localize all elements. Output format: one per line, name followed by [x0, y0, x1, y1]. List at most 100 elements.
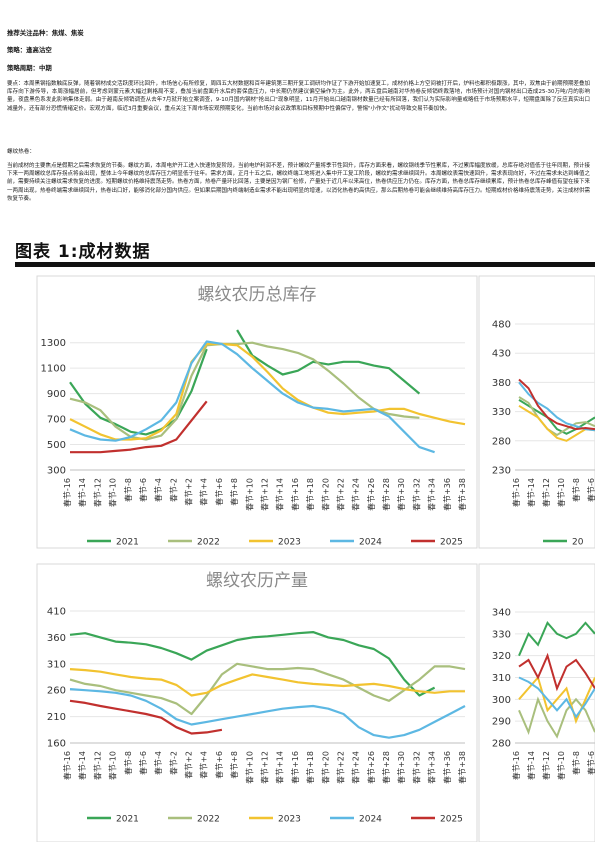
x-tick-label: 春节-2: [168, 478, 178, 502]
y-tick-label: 1100: [41, 364, 66, 375]
x-tick-label: 春节+6: [214, 478, 224, 506]
recommended-varieties-value: 焦煤、焦炭: [51, 29, 84, 37]
side-series-line: [518, 378, 595, 431]
chart-title: 螺纹农历总库存: [198, 285, 317, 305]
figure-title: 图表 1:成材数据: [15, 242, 151, 262]
x-tick-label: 春节+28: [381, 478, 391, 511]
side-y-tick-label: 320: [492, 651, 511, 662]
x-tick-label: 春节-4: [153, 478, 163, 502]
recommended-varieties: 推荐关注品种：焦煤、焦炭: [7, 28, 84, 37]
chart-title: 螺纹农历产量: [206, 571, 308, 591]
side-y-tick-label: 300: [492, 695, 511, 706]
legend-label-2025: 2025: [440, 538, 463, 548]
side-series-line: [518, 396, 595, 437]
x-tick-label: 春节+32: [411, 478, 421, 511]
strategy-period: 策略周期：中期: [7, 63, 52, 72]
x-tick-label: 春节+20: [320, 751, 330, 784]
series-line-2023: [69, 342, 466, 441]
y-tick-label: 310: [47, 659, 66, 670]
x-tick-label: 春节-14: [77, 478, 87, 507]
legend-label-2023: 2023: [278, 538, 301, 548]
side-y-tick-label: 280: [492, 739, 511, 750]
side-x-tick-label: 春节-6: [586, 478, 595, 502]
x-tick-label: 春节+30: [396, 478, 406, 511]
x-tick-label: 春节+10: [244, 751, 254, 784]
x-tick-label: 春节+36: [442, 478, 452, 511]
x-tick-label: 春节+4: [199, 751, 209, 779]
x-tick-label: 春节+24: [351, 478, 361, 511]
x-tick-label: 春节+14: [275, 751, 285, 784]
y-tick-label: 1300: [41, 338, 66, 349]
y-tick-label: 260: [47, 686, 66, 697]
x-tick-label: 春节+34: [427, 478, 437, 511]
y-tick-label: 700: [47, 415, 66, 426]
x-tick-label: 春节-12: [92, 751, 102, 780]
side-x-tick-label: 春节-10: [556, 478, 566, 507]
side-x-tick-label: 春节-14: [526, 478, 536, 507]
x-tick-label: 春节+32: [411, 751, 421, 784]
x-tick-label: 春节+16: [290, 478, 300, 511]
rebar-section-heading: 螺纹热卷：: [7, 149, 35, 155]
side-x-tick-label: 春节-12: [541, 751, 551, 780]
x-tick-label: 春节+22: [335, 478, 345, 511]
y-tick-label: 500: [47, 440, 66, 451]
side-y-tick-label: 480: [492, 320, 511, 331]
side-x-tick-label: 春节-8: [571, 751, 581, 775]
x-tick-label: 春节+22: [335, 751, 345, 784]
strategy-label: 策略：: [7, 46, 27, 54]
y-tick-label: 160: [47, 739, 66, 750]
side-series-line: [518, 621, 595, 657]
x-tick-label: 春节+4: [199, 478, 209, 506]
x-tick-label: 春节-16: [62, 751, 72, 780]
strategy-period-label: 策略周期：: [7, 64, 39, 72]
x-tick-label: 春节-4: [153, 751, 163, 775]
side-y-tick-label: 290: [492, 717, 511, 728]
figure-title-underline: [15, 262, 595, 267]
side-legend-label: 20: [572, 538, 584, 548]
x-tick-label: 春节+12: [260, 478, 270, 511]
summary-paragraph: 要点：本周黑钢指数触底反弹，随着钢材成交活跃度环比回升，市场信心有所修复，周四五…: [7, 81, 591, 112]
y-tick-label: 300: [47, 466, 66, 477]
side-x-tick-label: 春节-8: [571, 478, 581, 502]
x-tick-label: 春节-8: [123, 751, 133, 775]
side-series-line: [518, 676, 595, 719]
legend-label-2024: 2024: [359, 538, 382, 548]
side-y-tick-label: 280: [492, 436, 511, 447]
x-tick-label: 春节+26: [366, 751, 376, 784]
x-tick-label: 春节-10: [108, 751, 118, 780]
series-line-2025: [69, 699, 223, 735]
strategy-value: 逢高沽空: [26, 46, 52, 54]
series-line-2023: [69, 668, 465, 697]
side-x-tick-label: 春节-14: [526, 751, 536, 780]
legend-label-2023: 2023: [278, 815, 301, 825]
series-line-2022: [69, 341, 420, 441]
series-line-2025: [70, 400, 208, 454]
x-tick-label: 春节+26: [366, 478, 376, 511]
strategy: 策略：逢高沽空: [7, 45, 52, 54]
side-x-tick-label: 春节-16: [511, 751, 521, 780]
side-x-tick-label: 春节-10: [556, 751, 566, 780]
y-tick-label: 360: [47, 633, 66, 644]
x-tick-label: 春节+8: [229, 478, 239, 506]
x-tick-label: 春节-2: [168, 751, 178, 775]
x-tick-label: 春节+28: [381, 751, 391, 784]
side-y-tick-label: 380: [492, 378, 511, 389]
x-tick-label: 春节+8: [229, 751, 239, 779]
legend-label-2024: 2024: [359, 815, 382, 825]
side-x-tick-label: 春节-16: [511, 478, 521, 507]
legend-label-2022: 2022: [197, 538, 220, 548]
x-tick-label: 春节-14: [77, 751, 87, 780]
rebar-paragraph: 当前成材的主要焦点是假期之后需求恢复的节奏。螺纹方面，本周电炉开工进入快速恢复阶…: [7, 163, 591, 202]
chart-frame: [36, 563, 478, 842]
x-tick-label: 春节+34: [427, 751, 437, 784]
x-tick-label: 春节+2: [184, 478, 194, 506]
side-x-tick-label: 春节-6: [586, 751, 595, 775]
x-tick-label: 春节-6: [138, 751, 148, 775]
x-tick-label: 春节+24: [351, 751, 361, 784]
x-tick-label: 春节-12: [92, 478, 102, 507]
recommended-varieties-label: 推荐关注品种：: [7, 29, 52, 37]
x-tick-label: 春节+10: [244, 478, 254, 511]
side-series-line: [518, 404, 595, 442]
y-tick-label: 410: [47, 607, 66, 618]
